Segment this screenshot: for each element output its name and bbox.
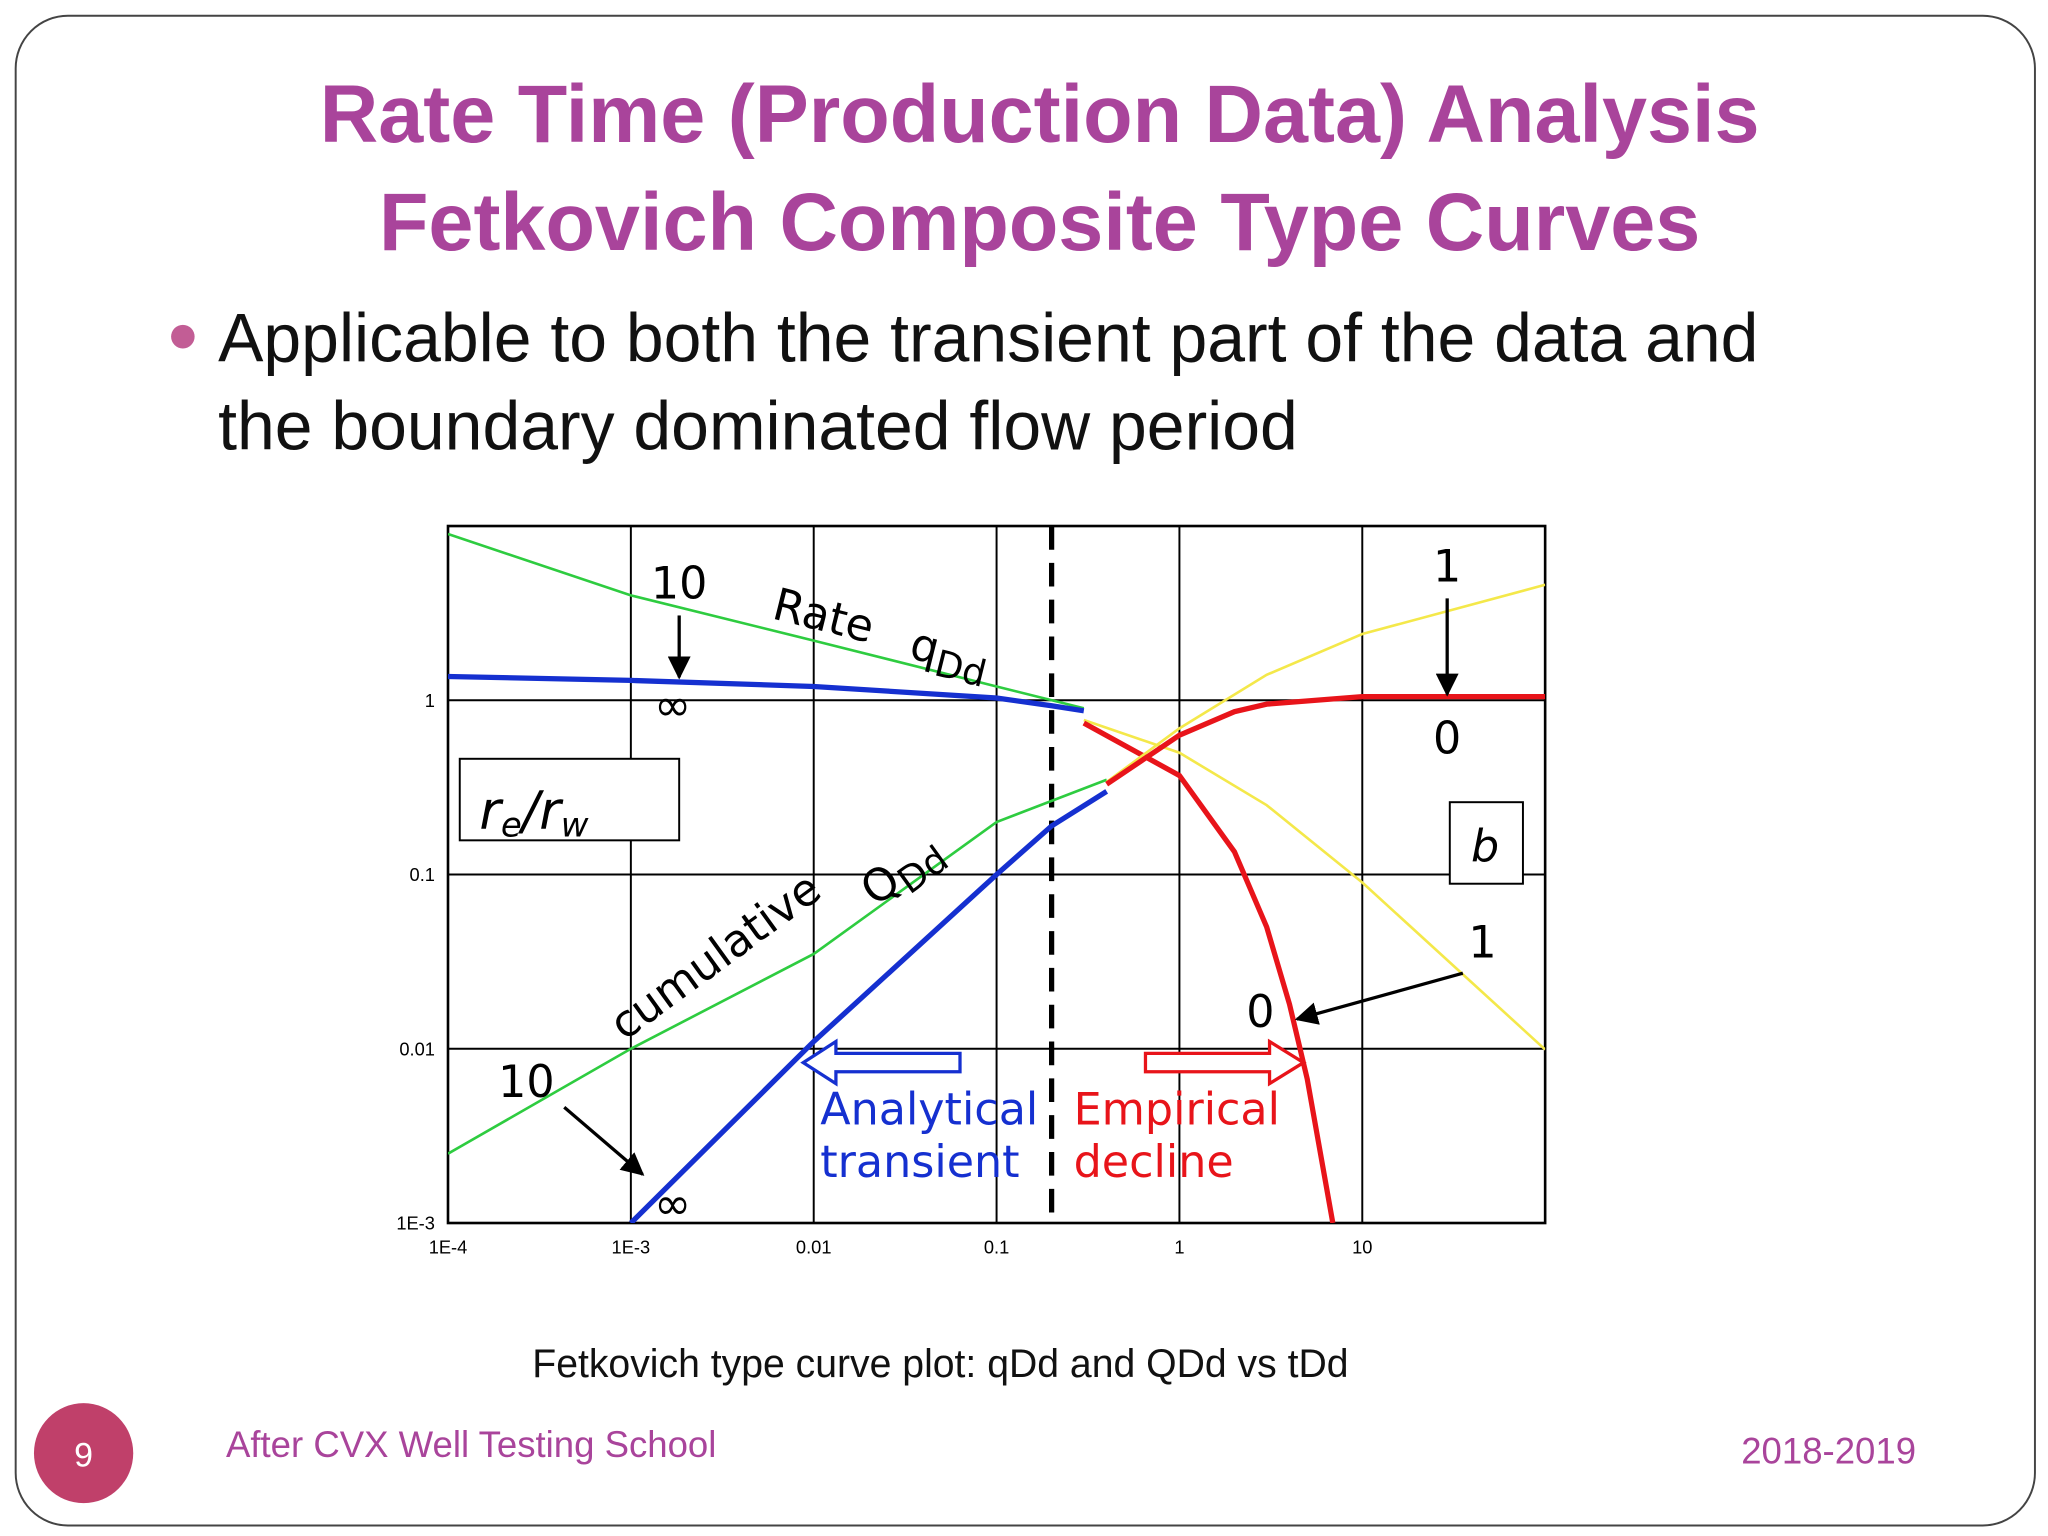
x-tick-label: 1E-4 bbox=[429, 1236, 468, 1257]
curve bbox=[1105, 693, 1546, 787]
curve bbox=[1082, 720, 1336, 1224]
y-tick-label: 0.01 bbox=[399, 1038, 435, 1059]
x-tick-label: 1E-3 bbox=[612, 1236, 651, 1257]
annotation: transient bbox=[820, 1136, 1019, 1188]
annotation: 0 bbox=[1246, 986, 1274, 1038]
date: 2018-2019 bbox=[1741, 1431, 1916, 1472]
curve bbox=[447, 532, 1085, 710]
x-tick-label: 10 bbox=[1352, 1236, 1372, 1257]
x-tick-label: 0.1 bbox=[984, 1236, 1009, 1257]
annotation: decline bbox=[1074, 1136, 1234, 1188]
label-part: w bbox=[561, 805, 589, 845]
annotation: 1 bbox=[1468, 916, 1496, 968]
page-badge bbox=[33, 1403, 134, 1504]
curve bbox=[1083, 718, 1546, 1051]
annotation: Analytical bbox=[820, 1083, 1038, 1135]
box-label: re/rw bbox=[479, 780, 588, 845]
title: Fetkovich Composite Type Curves bbox=[379, 177, 1700, 268]
annotation: 10 bbox=[651, 557, 707, 609]
label-box bbox=[458, 757, 681, 842]
label-part: /r bbox=[518, 780, 564, 841]
label-part: r bbox=[479, 780, 504, 841]
bullet-dot bbox=[171, 324, 195, 349]
curve bbox=[629, 789, 1109, 1224]
annotation: ∞ bbox=[654, 680, 691, 732]
x-tick-label: 0.01 bbox=[796, 1236, 832, 1257]
y-tick-label: 1 bbox=[425, 690, 435, 711]
curve bbox=[447, 673, 1085, 714]
annotation: 0 bbox=[1433, 712, 1461, 764]
annotation: ∞ bbox=[654, 1178, 691, 1230]
annotation: b bbox=[1471, 820, 1499, 872]
hollow-arrow bbox=[1143, 1038, 1307, 1087]
curves bbox=[447, 532, 1546, 1224]
title: Rate Time (Production Data) Analysis bbox=[320, 69, 1760, 160]
slide-border bbox=[14, 14, 2036, 1527]
bullet-text: Applicable to both the transient part of… bbox=[218, 300, 1758, 376]
curve bbox=[447, 778, 1108, 1155]
annotation: Empirical bbox=[1074, 1083, 1280, 1135]
hollow-arrow bbox=[800, 1038, 962, 1087]
annotation: 10 bbox=[498, 1056, 554, 1108]
arrow bbox=[563, 1106, 645, 1176]
annotation: 1 bbox=[1433, 540, 1461, 592]
footer: After CVX Well Testing School bbox=[226, 1424, 716, 1465]
y-tick-label: 0.1 bbox=[410, 864, 435, 885]
bullet-text: the boundary dominated flow period bbox=[218, 389, 1298, 465]
caption: Fetkovich type curve plot: qDd and QDd v… bbox=[532, 1342, 1348, 1386]
curve bbox=[1105, 583, 1546, 783]
arrow bbox=[1294, 971, 1464, 1025]
x-tick-label: 1 bbox=[1174, 1236, 1184, 1257]
label-part: e bbox=[501, 805, 522, 845]
label-box bbox=[1448, 801, 1524, 885]
page-number: 9 bbox=[74, 1436, 93, 1474]
y-tick-label: 1E-3 bbox=[396, 1213, 435, 1234]
